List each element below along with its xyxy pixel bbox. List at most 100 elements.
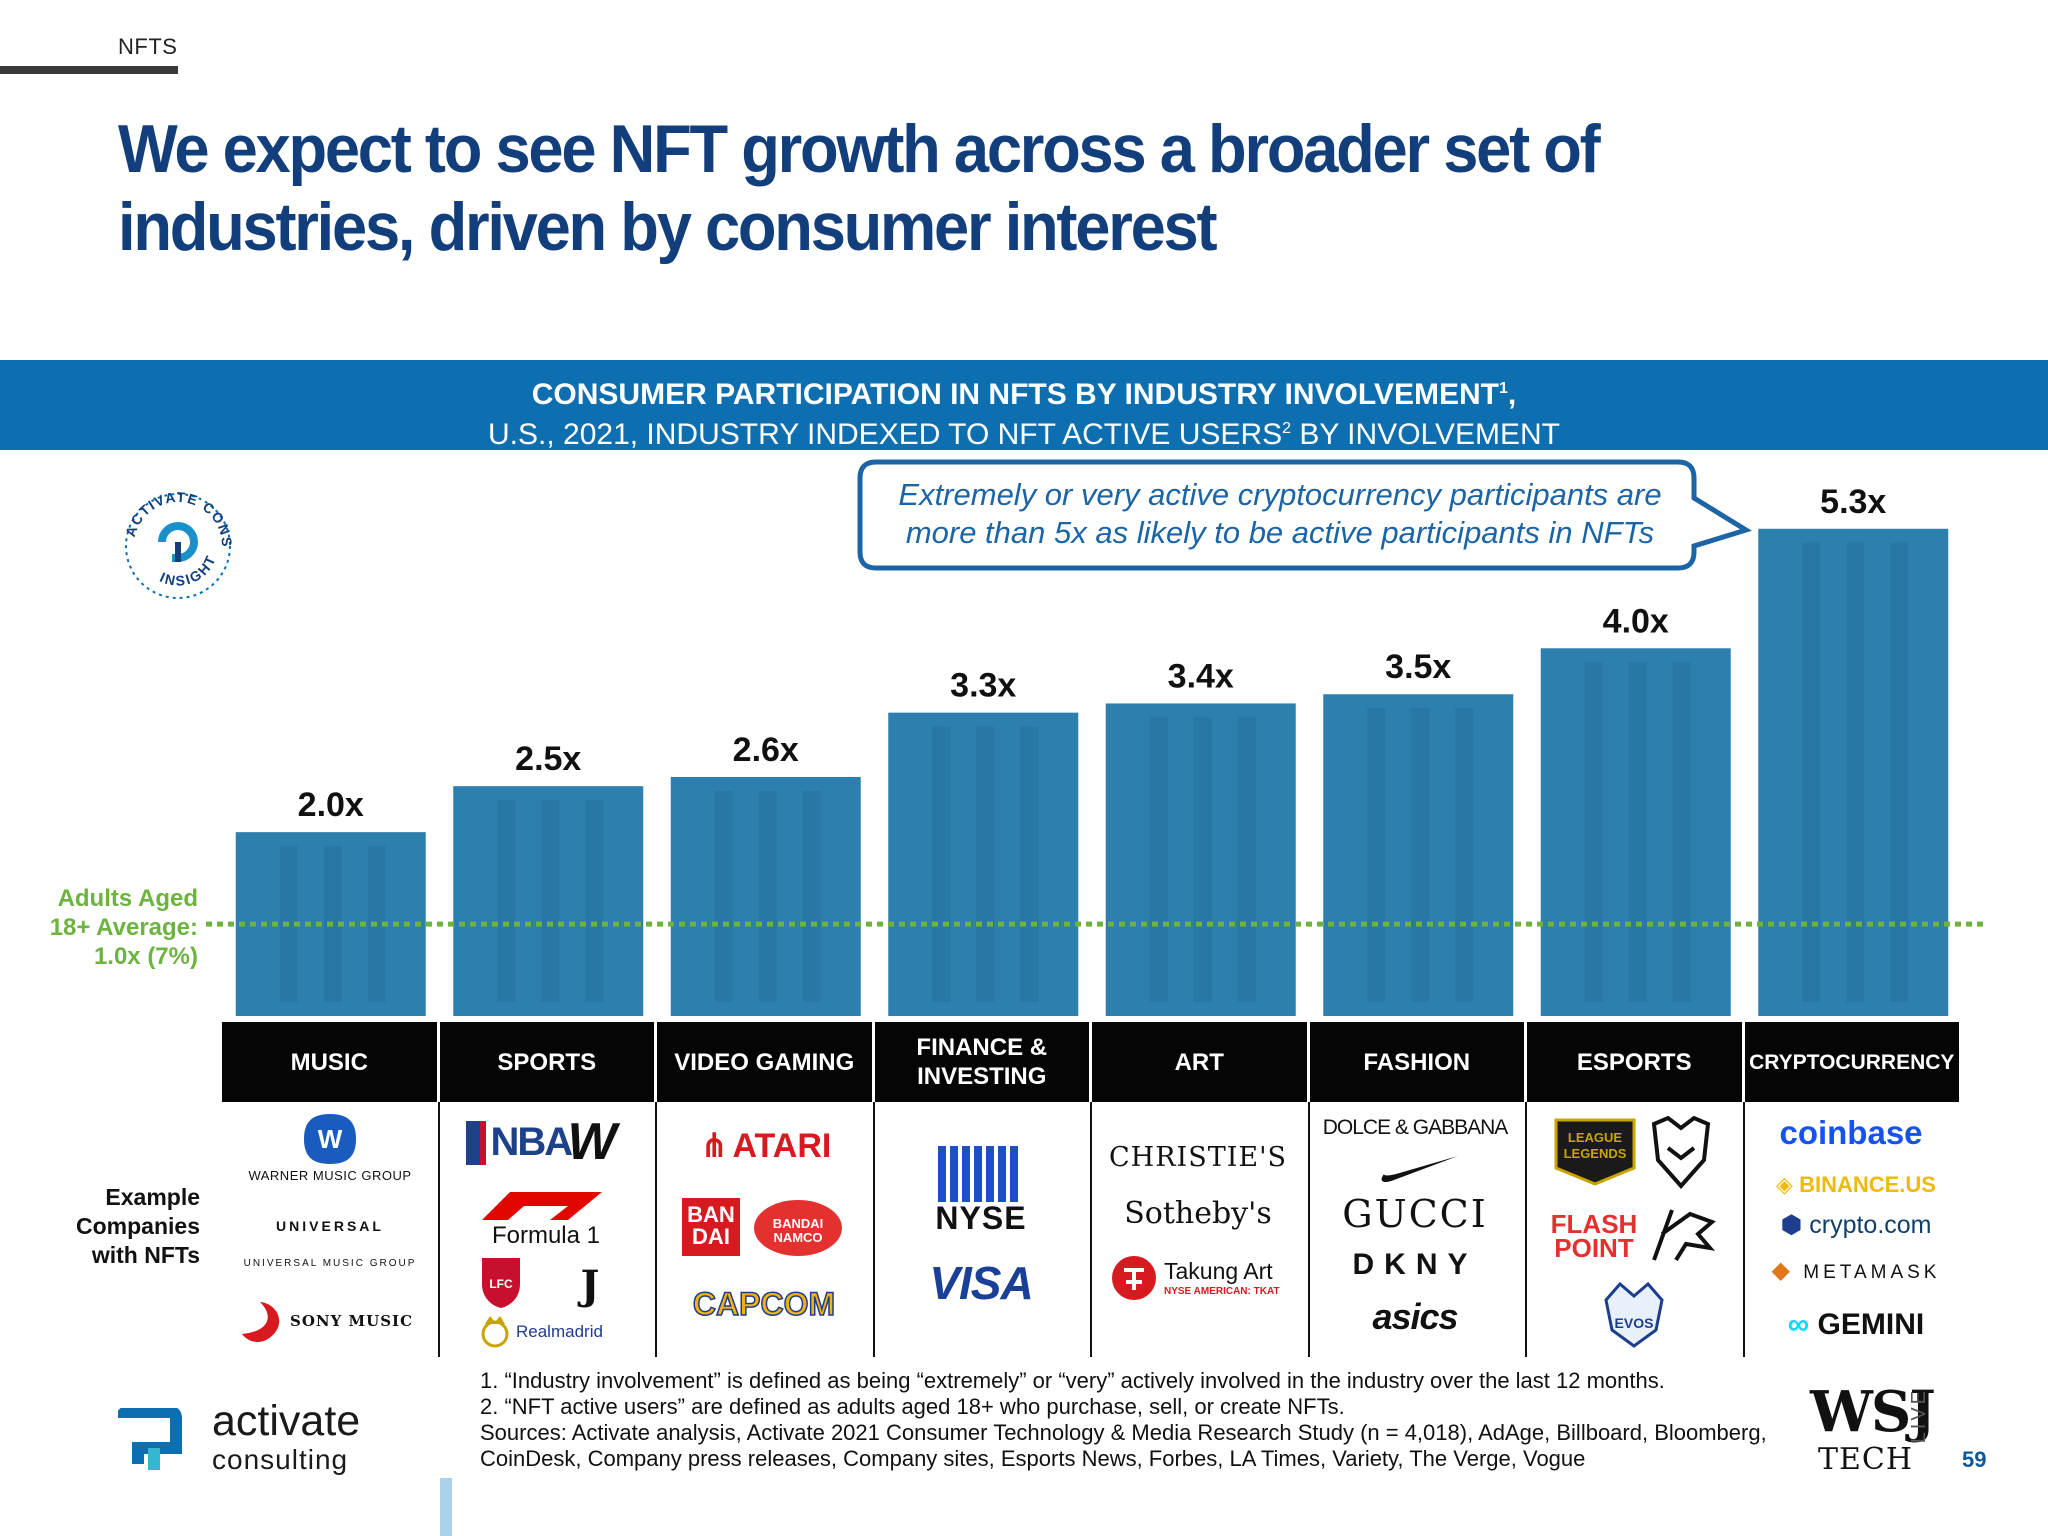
activate-brand-name: activate — [212, 1397, 361, 1445]
section-tag: NFTS — [118, 34, 178, 59]
metamask-fox-icon: ◆ — [1771, 1257, 1794, 1284]
bar — [670, 776, 861, 1016]
bar-texture — [1672, 662, 1691, 1002]
bar-texture — [1020, 726, 1039, 1002]
bar-texture — [758, 790, 777, 1002]
sony-music-swirl-icon — [242, 1302, 280, 1342]
footnote-2: 2. “NFT active users” are defined as adu… — [480, 1394, 1345, 1419]
data-label: 2.0x — [298, 786, 364, 824]
nba-logo: NBA — [466, 1120, 573, 1166]
flashpoint-logo: FLASH POINT — [1550, 1209, 1638, 1263]
category-label: VIDEO GAMING — [657, 1022, 872, 1102]
bar-texture — [497, 800, 516, 1002]
real-madrid-logo: Realmadrid — [516, 1322, 603, 1341]
svg-text:LEAGUE: LEAGUE — [1568, 1130, 1623, 1145]
wwe-logo: W — [567, 1113, 617, 1171]
page-title: We expect to see NFT growth across a bro… — [118, 111, 1601, 265]
gucci-logo: GUCCI — [1342, 1192, 1488, 1236]
column-divider — [437, 1102, 440, 1357]
wsj-logo: WSJ — [1810, 1379, 1936, 1445]
dkny-logo: DKNY — [1352, 1248, 1478, 1281]
category-label: CRYPTOCURRENCY — [1744, 1022, 1959, 1102]
sothebys-logo: Sotheby's — [1124, 1196, 1272, 1231]
category-label: ESPORTS — [1527, 1022, 1742, 1102]
bar-texture — [1411, 708, 1430, 1002]
asics-logo: asics — [1372, 1296, 1458, 1337]
universal-logo: UNIVERSAL — [276, 1218, 384, 1234]
bar-texture — [714, 790, 733, 1002]
nyse-columns-icon — [938, 1146, 1018, 1202]
evos-logo-icon: EVOS — [1604, 1281, 1664, 1348]
nyse-logo: NYSE — [935, 1200, 1027, 1236]
bar-texture — [1367, 708, 1386, 1002]
metamask-logo: ◆ METAMASK — [1771, 1257, 1941, 1284]
section-rule — [0, 66, 178, 74]
activate-logo-icon — [118, 1408, 182, 1470]
bar-texture — [976, 726, 995, 1002]
industry-bar-chart: 2.0x 2.5x 2.6x 3.3x 3.4x 3.5x 4.0x 5.3x — [206, 483, 1984, 1016]
bar-texture — [585, 800, 604, 1002]
atari-logo: ⋔ ATARI — [700, 1127, 832, 1165]
bar-texture — [932, 726, 951, 1002]
svg-text:EVOS: EVOS — [1615, 1315, 1654, 1331]
category-label: FASHION — [1309, 1022, 1524, 1102]
crypto-com-logo: ⬢ crypto.com — [1780, 1211, 1932, 1239]
bandai-logo: BAN DAI — [682, 1198, 740, 1256]
bar-texture — [1455, 708, 1474, 1002]
activate-brand-sub: consulting — [212, 1444, 349, 1475]
page-number: 59 — [1962, 1447, 1987, 1472]
column-divider — [1090, 1102, 1092, 1357]
chart-banner: CONSUMER PARTICIPATION IN NFTS BY INDUST… — [0, 360, 2048, 451]
svg-text:LEGENDS: LEGENDS — [1564, 1146, 1627, 1161]
takung-art-seal-icon — [1112, 1256, 1156, 1300]
sources: Sources: Activate analysis, Activate 202… — [480, 1420, 1767, 1471]
binance-diamond-icon: ◈ — [1776, 1172, 1793, 1197]
bandai-namco-logo-icon: BANDAI NAMCO — [754, 1200, 842, 1256]
g2-esports-logo-icon — [1651, 1115, 1711, 1190]
gemini-icon: ∞ — [1787, 1308, 1810, 1341]
data-label: 3.4x — [1168, 657, 1234, 695]
activate-consumer-insight-badge-icon: ACTIVATE CONSUMER INSIGHT — [118, 486, 234, 599]
bar-texture — [1846, 542, 1865, 1002]
formula-1-logo: Formula 1 — [491, 1222, 601, 1249]
bar — [1323, 694, 1514, 1016]
bar-texture — [541, 800, 560, 1002]
warner-music-group-logo: WARNER MUSIC GROUP — [248, 1168, 412, 1183]
svg-text:NAMCO: NAMCO — [773, 1230, 822, 1245]
coinbase-logo: coinbase — [1779, 1114, 1923, 1151]
bar — [453, 786, 644, 1016]
bar — [1540, 648, 1731, 1016]
category-label: MUSIC — [222, 1022, 437, 1102]
data-label: 4.0x — [1603, 602, 1669, 640]
category-label: ART — [1092, 1022, 1307, 1102]
nike-swoosh-icon — [1381, 1156, 1458, 1182]
crypto-com-shield-icon: ⬢ — [1780, 1211, 1803, 1239]
liverpool-crest-icon: LFC — [482, 1258, 520, 1308]
baseline-label: Adults Aged 18+ Average: 1.0x (7%) — [49, 885, 198, 970]
virtus-pro-logo-icon — [1652, 1209, 1716, 1262]
callout-bubble — [857, 459, 1753, 571]
callout-text: Extremely or very active cryptocurrency … — [898, 477, 1662, 550]
gemini-logo: ∞ GEMINI — [1787, 1308, 1925, 1341]
warner-music-logo-icon: W — [304, 1114, 356, 1164]
league-of-legends-logo-icon: LEAGUE LEGENDS — [1554, 1118, 1636, 1186]
real-madrid-crest-icon — [481, 1316, 509, 1348]
formula-1-swoosh-icon — [482, 1192, 602, 1220]
bar-texture — [802, 790, 821, 1002]
data-label: 5.3x — [1820, 483, 1886, 521]
column-divider — [1307, 1102, 1310, 1357]
banner-line-1: CONSUMER PARTICIPATION IN NFTS BY INDUST… — [531, 378, 1517, 411]
takung-art-logo: Takung Art — [1164, 1258, 1273, 1284]
example-companies-label: Example Companies with NFTs — [76, 1184, 200, 1268]
bar-texture — [1802, 542, 1821, 1002]
bar-texture — [1628, 662, 1647, 1002]
data-label: 3.3x — [950, 667, 1016, 705]
svg-text:LFC: LFC — [489, 1277, 513, 1291]
bar-texture — [1149, 717, 1168, 1002]
bar — [888, 712, 1079, 1016]
banner-line-2: U.S., 2021, INDUSTRY INDEXED TO NFT ACTI… — [488, 418, 1560, 451]
capcom-logo: CAPCOM — [692, 1285, 836, 1323]
wsj-tech-logo: TECH — [1818, 1442, 1914, 1477]
dolce-gabbana-logo: DOLCE & GABBANA — [1322, 1116, 1509, 1139]
category-header-row: MUSIC SPORTS VIDEO GAMING FINANCE & INVESTI… — [222, 1022, 1962, 1102]
